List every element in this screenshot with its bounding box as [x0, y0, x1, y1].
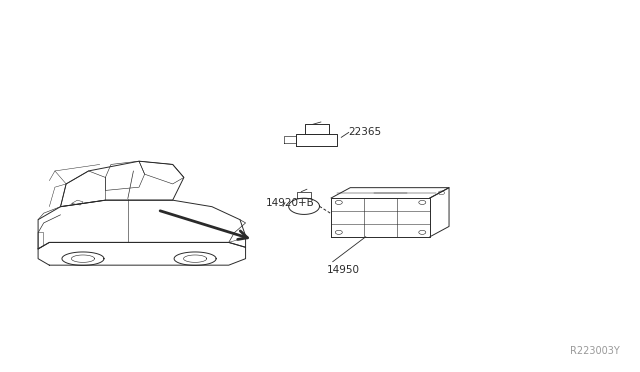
Text: 22365: 22365: [349, 128, 382, 138]
Text: 14950: 14950: [326, 265, 360, 275]
Text: R223003Y: R223003Y: [570, 346, 620, 356]
Text: 14920+B: 14920+B: [266, 198, 315, 208]
